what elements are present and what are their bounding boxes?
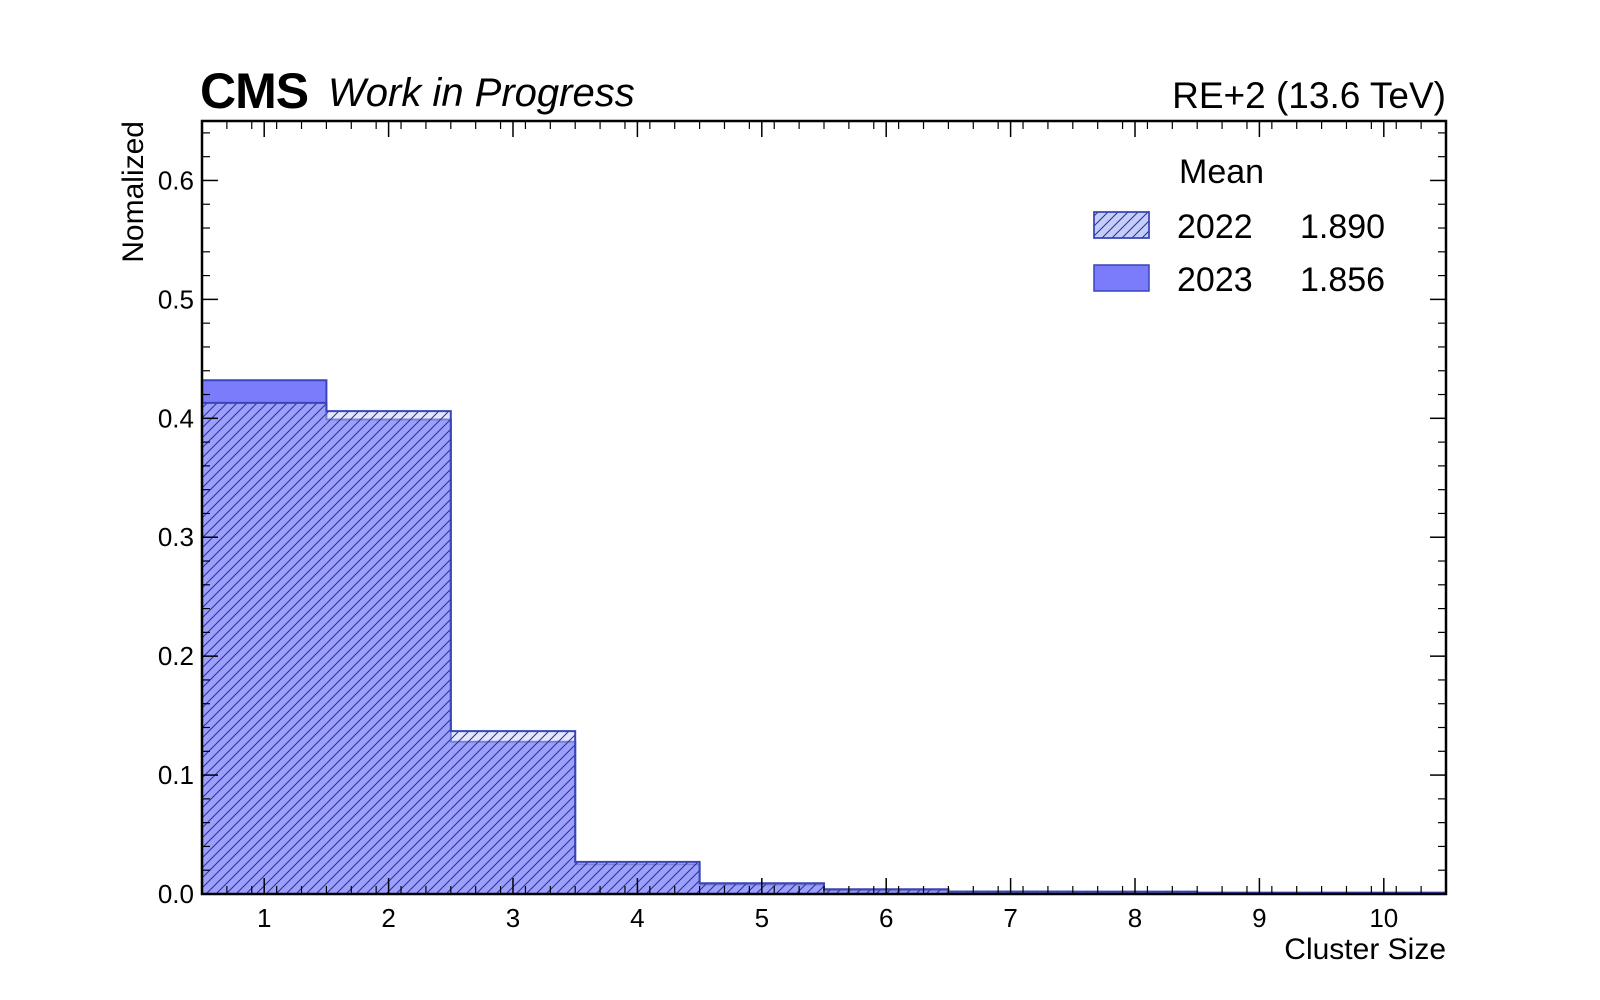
y-tick-label: 0.4: [158, 403, 194, 433]
y-tick-label: 0.2: [158, 641, 194, 671]
legend-mean-2023: 1.856: [1300, 261, 1385, 299]
y-axis-tick-labels: 0.0 0.1 0.2 0.3 0.4 0.5 0.6: [158, 165, 194, 909]
bar-2022-hatch-2: [326, 411, 451, 894]
plot-frame: [200, 119, 1448, 896]
y-tick-label: 0.6: [158, 165, 194, 195]
axis-ticks: [201, 121, 1447, 895]
x-tick-label: 1: [257, 903, 271, 933]
y-tick-label: 0.1: [158, 760, 194, 790]
bar-2022-hatch-1: [202, 402, 327, 894]
x-tick-label: 10: [1369, 903, 1398, 933]
x-tick-label: 9: [1252, 903, 1266, 933]
run-label: RE+2 (13.6 TeV): [1172, 75, 1446, 116]
series-2022: [201, 401, 1447, 894]
x-tick-label: 3: [506, 903, 520, 933]
y-tick-label: 0.5: [158, 284, 194, 314]
x-tick-label: 8: [1128, 903, 1142, 933]
legend-title: Mean: [1179, 153, 1264, 191]
x-tick-label: 5: [755, 903, 769, 933]
y-axis-title: Nomalized: [117, 121, 150, 263]
x-tick-label: 6: [879, 903, 893, 933]
x-axis-tick-labels: 1 2 3 4 5 6 7 8 9 10: [257, 903, 1398, 933]
x-tick-label: 4: [630, 903, 644, 933]
x-tick-label: 7: [1003, 903, 1017, 933]
legend-swatch-2022-hatch: [1093, 211, 1150, 239]
y-tick-label: 0.0: [158, 879, 194, 909]
x-tick-label: 2: [381, 903, 395, 933]
experiment-label: CMS: [200, 63, 308, 119]
legend-label-2023: 2023: [1177, 261, 1253, 299]
x-axis-title: Cluster Size: [1284, 933, 1446, 966]
legend-mean-2022: 1.890: [1300, 208, 1385, 246]
bar-2022-hatch-3: [450, 731, 576, 894]
legend-swatch-2023: [1093, 264, 1150, 292]
y-tick-label: 0.3: [158, 522, 194, 552]
legend-label-2022: 2022: [1177, 208, 1253, 246]
status-label: Work in Progress: [328, 71, 635, 115]
legend: Mean 2022 1.890 2023 1.856: [1093, 153, 1385, 299]
